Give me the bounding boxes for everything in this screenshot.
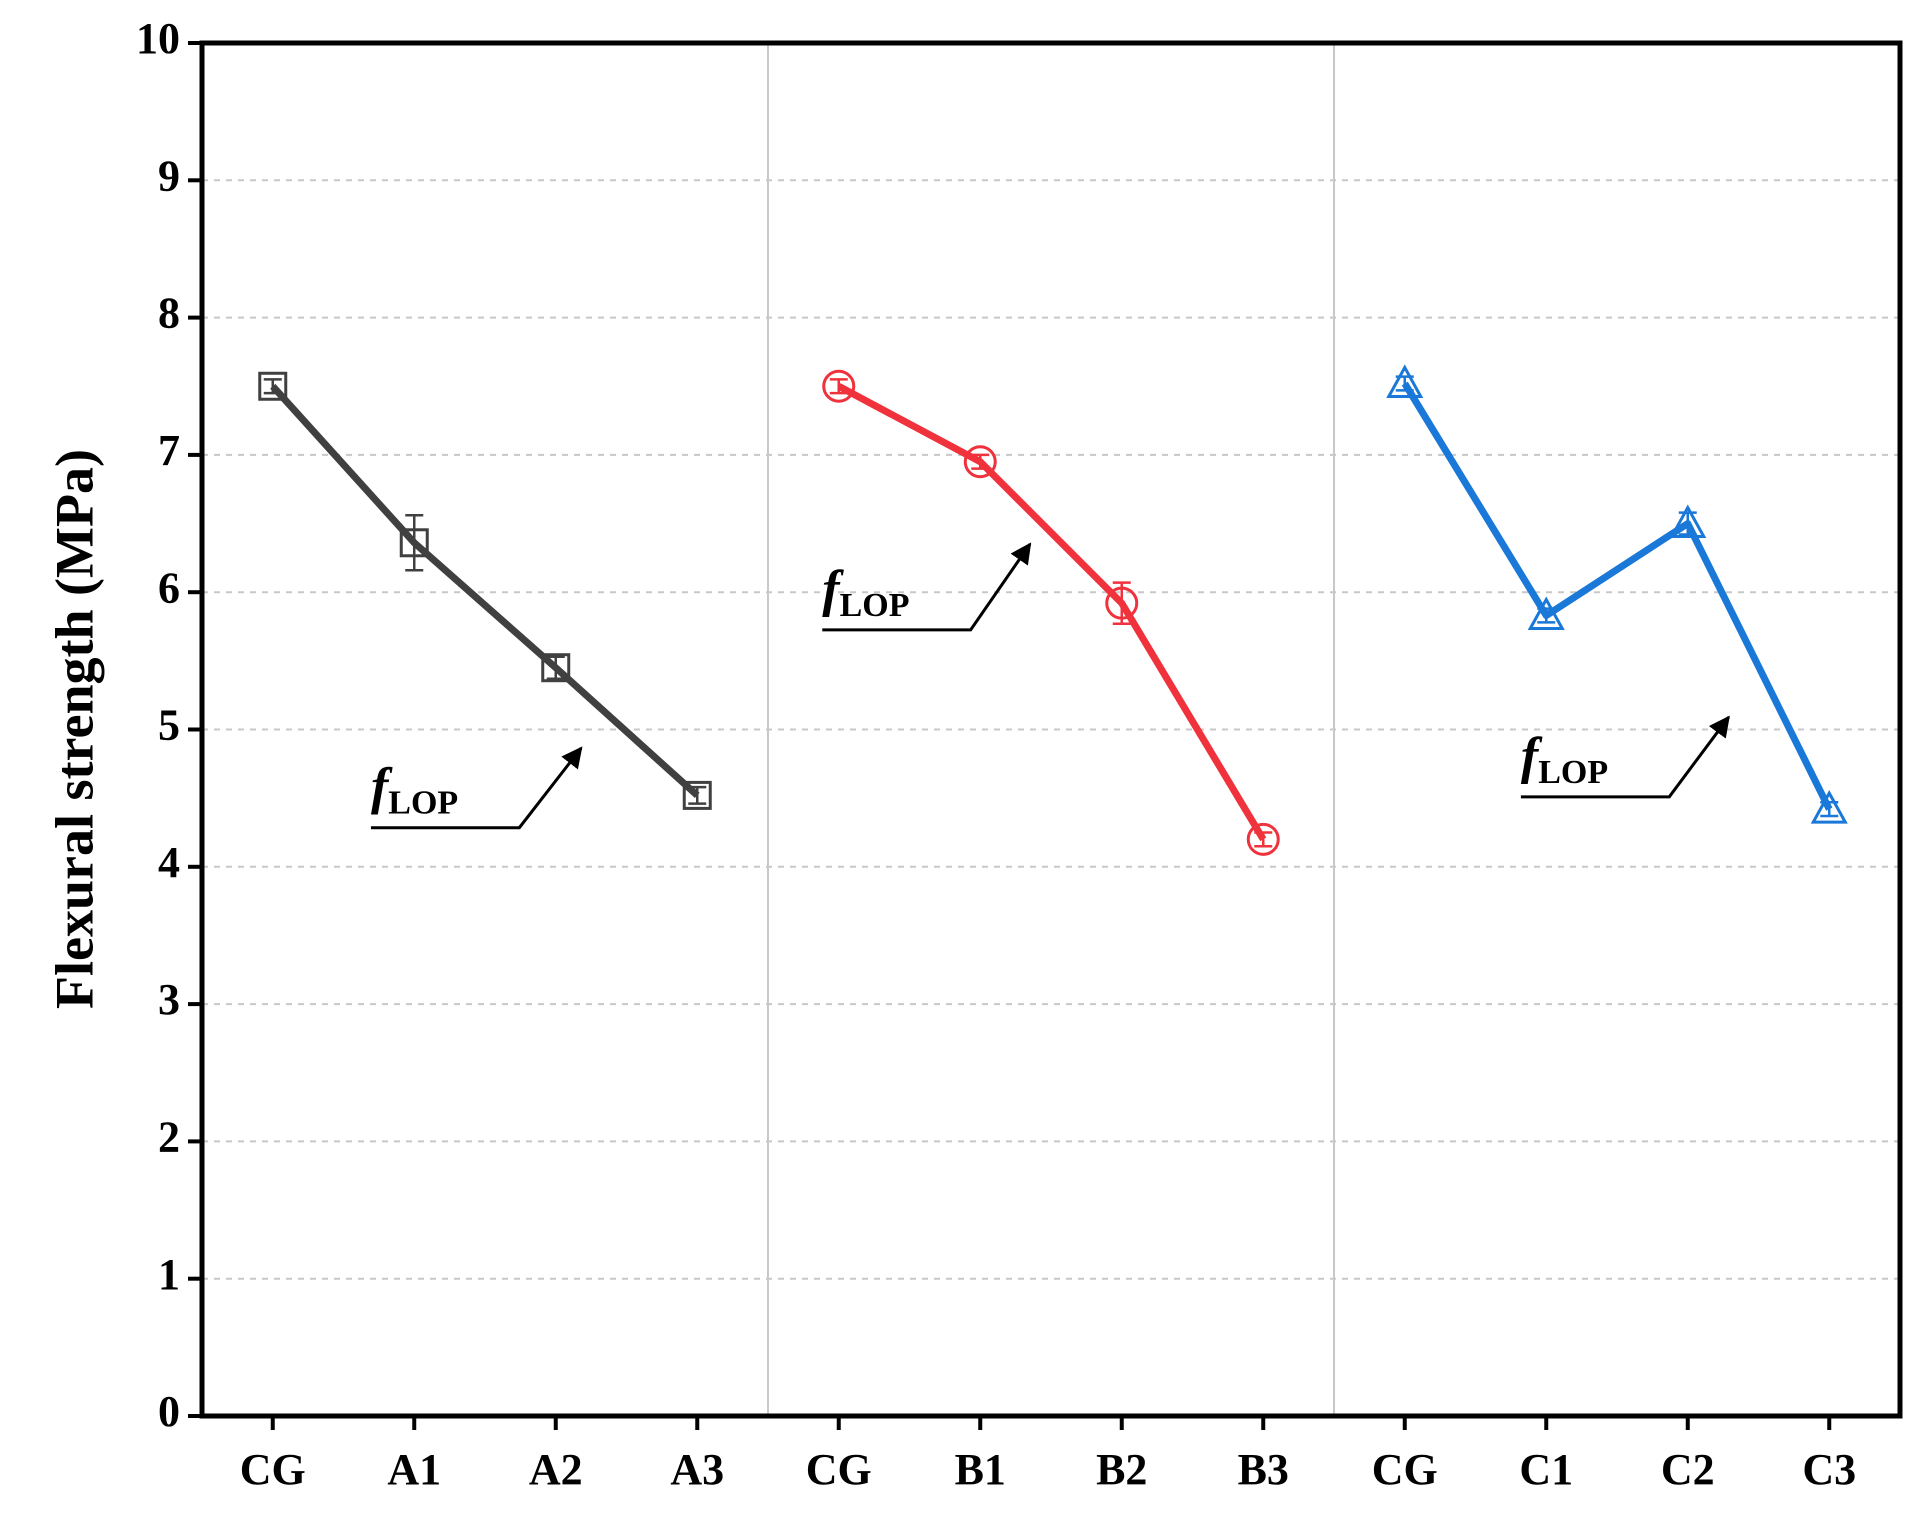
series-line [1401, 381, 1833, 811]
marker [1810, 790, 1848, 824]
annotation-symbol: f [822, 561, 844, 618]
annotation-arrow [1520, 715, 1730, 799]
x-tick-label: B2 [1096, 1445, 1147, 1494]
x-tick-label: C2 [1661, 1445, 1715, 1494]
marker [822, 369, 856, 403]
annotation: fLOP [822, 561, 909, 624]
annotation-symbol: f [1521, 728, 1543, 785]
y-tick-label: 5 [158, 701, 180, 750]
x-tick-label: B3 [1238, 1445, 1289, 1494]
error-bar [688, 785, 707, 805]
y-tick-label: 9 [158, 151, 180, 200]
series-line [837, 383, 1267, 842]
marker [541, 653, 571, 683]
y-tick-label: 1 [158, 1250, 180, 1299]
error-bar [1254, 831, 1273, 848]
marker [963, 445, 997, 479]
annotation-symbol: f [371, 759, 393, 816]
error-bar [971, 453, 990, 470]
y-tick-label: 2 [158, 1112, 180, 1161]
error-bar [829, 378, 848, 395]
annotation-subscript: LOP [1538, 754, 1608, 791]
marker [1527, 596, 1565, 631]
marker [1386, 364, 1424, 399]
annotation: fLOP [371, 759, 458, 822]
annotation-arrow [822, 542, 1032, 632]
y-tick-label: 7 [158, 426, 180, 475]
y-tick-label: 0 [158, 1387, 180, 1436]
annotation-arrow [370, 746, 583, 830]
marker [1246, 822, 1280, 856]
annotation-subscript: LOP [840, 587, 910, 624]
y-tick-label: 6 [158, 563, 180, 612]
error-bar [263, 378, 282, 395]
y-tick-label: 8 [158, 289, 180, 338]
x-tick-label: A1 [387, 1445, 441, 1494]
series-line [270, 383, 700, 799]
annotation: fLOP [1521, 728, 1608, 791]
x-tick-label: CG [240, 1445, 306, 1494]
x-tick-label: C1 [1519, 1445, 1573, 1494]
marker [682, 780, 712, 810]
x-tick-label: A2 [529, 1445, 583, 1494]
marker [399, 528, 429, 558]
error-bar [546, 655, 565, 680]
plot-frame [199, 40, 1903, 1419]
marker [1669, 504, 1707, 539]
marker [258, 371, 288, 401]
marker [1105, 586, 1139, 620]
y-tick-label: 10 [136, 14, 180, 63]
x-tick-label: CG [806, 1445, 872, 1494]
annotation-subscript: LOP [388, 785, 458, 822]
error-bar [405, 514, 424, 572]
error-bar [1678, 511, 1697, 536]
x-tick-label: B1 [955, 1445, 1006, 1494]
x-tick-label: A3 [670, 1445, 724, 1494]
y-axis-label: Flexural strength (MPa) [44, 449, 104, 1009]
y-tick-label: 4 [158, 838, 180, 887]
y-tick-label: 3 [158, 975, 180, 1024]
x-tick-label: CG [1372, 1445, 1438, 1494]
x-tick-label: C3 [1802, 1445, 1856, 1494]
